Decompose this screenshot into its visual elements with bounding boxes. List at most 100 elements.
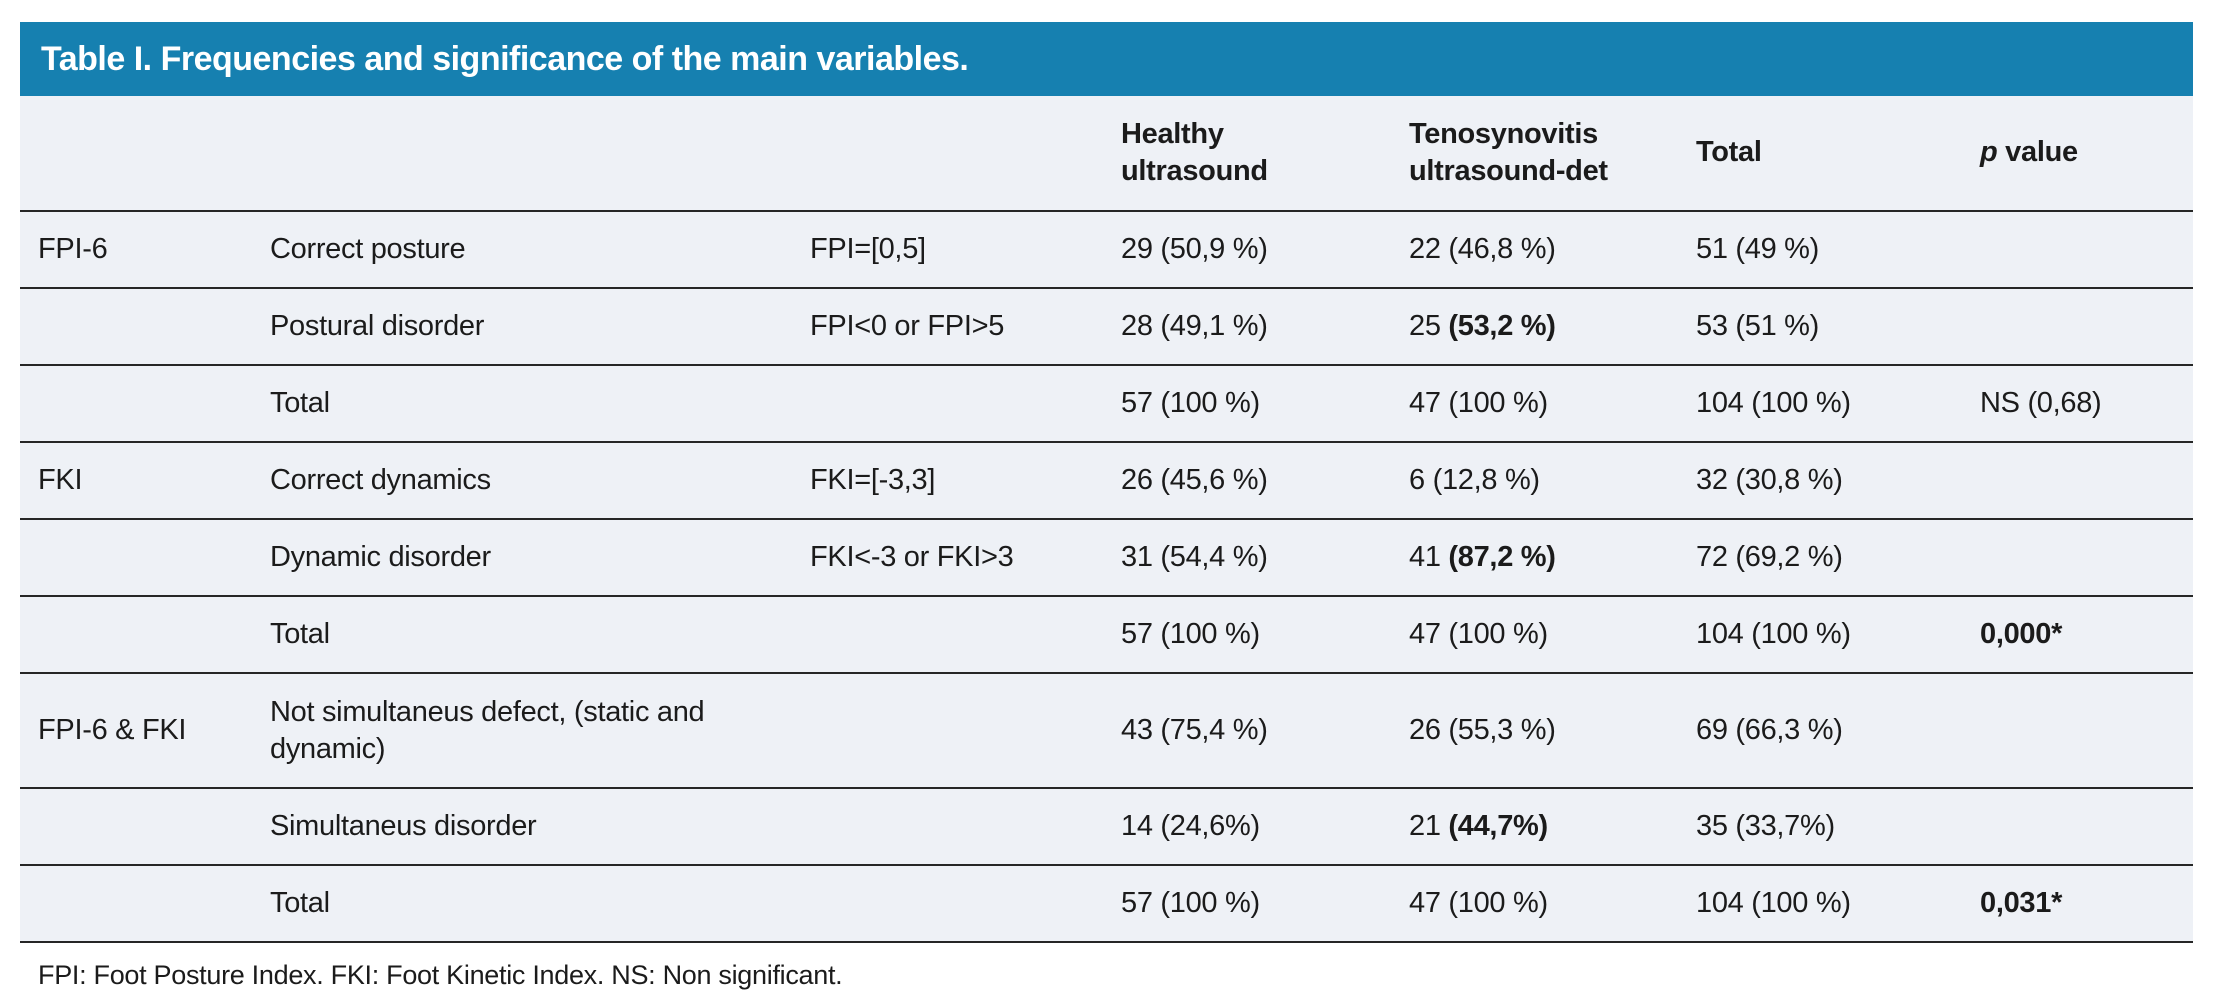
tenosynovitis-value: 47 (100 %) [1409, 618, 1548, 651]
total-value: 53 (51 %) [1696, 310, 1820, 343]
variable-group-label: FKI [38, 464, 83, 497]
tenosynovitis-value: 6 (12,8 %) [1409, 464, 1540, 497]
column-header-tenosynovitis: Tenosynovitis ultrasound-det [1390, 96, 1675, 211]
cell-tenosynovitis: 26 (55,3 %) [1390, 672, 1675, 788]
total-value: 104 (100 %) [1696, 387, 1851, 420]
cell-category: Postural disorder [255, 287, 800, 365]
cell-healthy: 29 (50,9 %) [1085, 210, 1390, 288]
column-header-group [20, 96, 255, 211]
tenosynovitis-value: 26 (55,3 %) [1409, 714, 1556, 747]
table-row: FPI-6 & FKI Not simultaneus defect, (sta… [20, 672, 2193, 788]
p-value-italic-p: p [1980, 136, 1998, 169]
cell-category: Dynamic disorder [255, 518, 800, 596]
variable-group-label: FPI-6 & FKI [38, 714, 187, 747]
results-table: Healthy ultrasound Tenosynovitis ultraso… [20, 96, 2193, 943]
cell-variable-group [20, 595, 255, 673]
column-header-p-value: p value [1955, 96, 2193, 211]
cell-tenosynovitis: 41 (87,2 %) [1390, 518, 1675, 596]
cell-healthy: 43 (75,4 %) [1085, 672, 1390, 788]
cell-p-value [1955, 441, 2193, 519]
cell-p-value: 0,000* [1955, 595, 2193, 673]
criteria-label: FPI<0 or FPI>5 [810, 310, 1005, 343]
cell-category: Correct dynamics [255, 441, 800, 519]
cell-total: 104 (100 %) [1675, 364, 1955, 442]
tenosynovitis-value: 47 (100 %) [1409, 887, 1548, 920]
table-container: Table I. Frequencies and significance of… [20, 22, 2193, 991]
table-title: Table I. Frequencies and significance of… [41, 39, 969, 78]
cell-total: 72 (69,2 %) [1675, 518, 1955, 596]
cell-variable-group [20, 287, 255, 365]
cell-total: 104 (100 %) [1675, 864, 1955, 943]
cell-total: 104 (100 %) [1675, 595, 1955, 673]
healthy-value: 57 (100 %) [1121, 618, 1260, 651]
category-label: Not simultaneus defect, (static and dyna… [270, 696, 705, 765]
cell-criteria [800, 787, 1085, 865]
table-footnote: FPI: Foot Posture Index. FKI: Foot Kinet… [38, 960, 843, 990]
category-label: Total [270, 387, 330, 420]
table-row: Postural disorder FPI<0 or FPI>5 28 (49,… [20, 287, 2193, 365]
healthy-value: 29 (50,9 %) [1121, 233, 1268, 266]
column-header-category [255, 96, 800, 211]
column-header-criteria [800, 96, 1085, 211]
total-value: 72 (69,2 %) [1696, 541, 1843, 574]
column-header-total: Total [1675, 96, 1955, 211]
cell-criteria: FPI=[0,5] [800, 210, 1085, 288]
healthy-value: 57 (100 %) [1121, 887, 1260, 920]
cell-total: 51 (49 %) [1675, 210, 1955, 288]
cell-category: Total [255, 364, 800, 442]
tenosynovitis-value: 25 [1409, 310, 1449, 343]
cell-category: Simultaneus disorder [255, 787, 800, 865]
cell-tenosynovitis: 25 (53,2 %) [1390, 287, 1675, 365]
tenosynovitis-value-bold: (44,7%) [1448, 810, 1548, 843]
cell-tenosynovitis: 47 (100 %) [1390, 364, 1675, 442]
cell-p-value [1955, 518, 2193, 596]
column-header-healthy-label: Healthy ultrasound [1121, 117, 1268, 187]
category-label: Simultaneus disorder [270, 810, 537, 843]
cell-p-value [1955, 672, 2193, 788]
cell-variable-group: FKI [20, 441, 255, 519]
table-row: FPI-6 Correct posture FPI=[0,5] 29 (50,9… [20, 210, 2193, 288]
cell-variable-group: FPI-6 [20, 210, 255, 288]
table-row: FKI Correct dynamics FKI=[-3,3] 26 (45,6… [20, 441, 2193, 519]
p-value-bold: 0,031* [1980, 887, 2063, 920]
cell-criteria: FPI<0 or FPI>5 [800, 287, 1085, 365]
p-value-rest: value [1997, 136, 2078, 169]
healthy-value: 43 (75,4 %) [1121, 714, 1268, 747]
variable-group-label: FPI-6 [38, 233, 108, 266]
cell-healthy: 31 (54,4 %) [1085, 518, 1390, 596]
column-header-total-label: Total [1696, 136, 1762, 169]
cell-criteria [800, 864, 1085, 943]
total-value: 69 (66,3 %) [1696, 714, 1843, 747]
tenosynovitis-value-bold: (53,2 %) [1448, 310, 1556, 343]
category-label: Total [270, 887, 330, 920]
tenosynovitis-value: 41 [1409, 541, 1449, 574]
criteria-label: FPI=[0,5] [810, 233, 926, 266]
total-value: 35 (33,7%) [1696, 810, 1835, 843]
total-value: 51 (49 %) [1696, 233, 1820, 266]
cell-variable-group [20, 787, 255, 865]
cell-tenosynovitis: 21 (44,7%) [1390, 787, 1675, 865]
column-header-healthy: Healthy ultrasound [1085, 96, 1390, 211]
category-label: Total [270, 618, 330, 651]
healthy-value: 28 (49,1 %) [1121, 310, 1268, 343]
cell-criteria [800, 595, 1085, 673]
cell-tenosynovitis: 22 (46,8 %) [1390, 210, 1675, 288]
cell-healthy: 57 (100 %) [1085, 864, 1390, 943]
cell-criteria: FKI=[-3,3] [800, 441, 1085, 519]
healthy-value: 57 (100 %) [1121, 387, 1260, 420]
table-title-bar: Table I. Frequencies and significance of… [20, 22, 2193, 96]
cell-variable-group [20, 364, 255, 442]
cell-tenosynovitis: 6 (12,8 %) [1390, 441, 1675, 519]
header-row: Healthy ultrasound Tenosynovitis ultraso… [20, 96, 2193, 211]
cell-category: Total [255, 595, 800, 673]
cell-criteria: FKI<-3 or FKI>3 [800, 518, 1085, 596]
cell-p-value: 0,031* [1955, 864, 2193, 943]
cell-healthy: 26 (45,6 %) [1085, 441, 1390, 519]
cell-variable-group [20, 518, 255, 596]
cell-criteria [800, 364, 1085, 442]
cell-variable-group [20, 864, 255, 943]
cell-tenosynovitis: 47 (100 %) [1390, 595, 1675, 673]
cell-p-value [1955, 210, 2193, 288]
category-label: Postural disorder [270, 310, 485, 343]
cell-p-value [1955, 287, 2193, 365]
